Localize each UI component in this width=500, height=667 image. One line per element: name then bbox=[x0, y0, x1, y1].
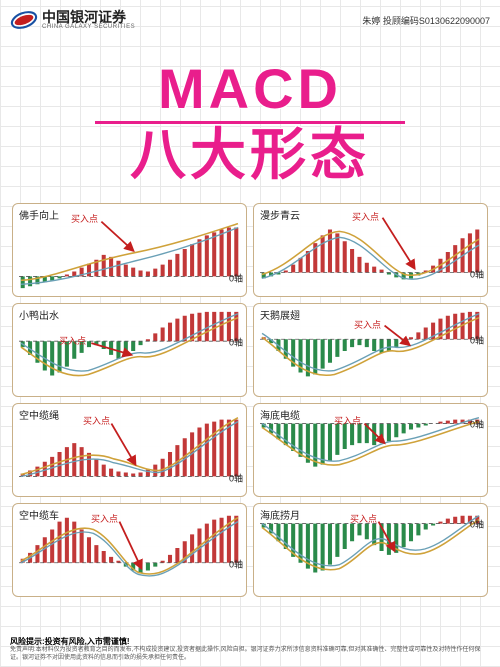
company-logo: 中国银河证券 CHINA GALAXY SECURITIES bbox=[10, 6, 135, 34]
chart-title: 海底捞月 bbox=[260, 507, 300, 522]
chart-panel: 佛手向上 买入点 0轴 bbox=[12, 203, 247, 297]
header: 中国银河证券 CHINA GALAXY SECURITIES 朱婷 投顾编码S0… bbox=[0, 0, 500, 40]
zero-axis-label: 0轴 bbox=[470, 333, 484, 346]
chart-panel: 空中缆绳 买入点 0轴 bbox=[12, 403, 247, 497]
buy-point-label: 买入点 bbox=[71, 212, 98, 225]
chart-title: 天鹅展翅 bbox=[260, 307, 300, 322]
buy-point-label: 买入点 bbox=[352, 210, 379, 223]
chart-grid: 佛手向上 买入点 0轴 漫步青云 买入点 0轴 bbox=[0, 203, 500, 597]
zero-axis-label: 0轴 bbox=[229, 335, 243, 348]
disclaimer-body: 免责声明:本材料仅为投资者教育之目的而发布,不构成投资建议,投资者据此操作,风险… bbox=[10, 647, 490, 663]
title-line-2: 八大形态 bbox=[0, 126, 500, 185]
buy-point-label: 买入点 bbox=[83, 414, 110, 427]
company-name-en: CHINA GALAXY SECURITIES bbox=[42, 24, 135, 30]
buy-point-label: 买入点 bbox=[91, 512, 118, 525]
company-name-cn: 中国银河证券 bbox=[42, 10, 135, 24]
buy-point-label: 买入点 bbox=[354, 318, 381, 331]
chart-panel: 漫步青云 买入点 0轴 bbox=[253, 203, 488, 297]
chart-panel: 天鹅展翅 买入点 0轴 bbox=[253, 303, 488, 397]
galaxy-logo-icon bbox=[10, 6, 38, 34]
zero-axis-label: 0轴 bbox=[470, 417, 484, 430]
chart-title: 空中缆绳 bbox=[19, 407, 59, 422]
zero-axis-label: 0轴 bbox=[470, 267, 484, 280]
buy-point-label: 买入点 bbox=[334, 414, 361, 427]
chart-title: 漫步青云 bbox=[260, 207, 300, 222]
chart-panel: 海底捞月 买入点 0轴 bbox=[253, 503, 488, 597]
chart-title: 空中缆车 bbox=[19, 507, 59, 522]
disclaimer: 风险提示:投资有风险,入市需谨慎! 免责声明:本材料仅为投资者教育之目的而发布,… bbox=[10, 636, 490, 663]
title-line-1: MACD bbox=[0, 60, 500, 119]
buy-point-label: 买入点 bbox=[59, 334, 86, 347]
chart-panel: 小鸭出水 买入点 0轴 bbox=[12, 303, 247, 397]
chart-title: 小鸭出水 bbox=[19, 307, 59, 322]
zero-axis-label: 0轴 bbox=[470, 517, 484, 530]
buy-point-label: 买入点 bbox=[350, 512, 377, 525]
zero-axis-label: 0轴 bbox=[229, 271, 243, 284]
disclaimer-title: 风险提示:投资有风险,入市需谨慎! bbox=[10, 636, 490, 647]
zero-axis-label: 0轴 bbox=[229, 557, 243, 570]
zero-axis-label: 0轴 bbox=[229, 471, 243, 484]
main-title: MACD 八大形态 bbox=[0, 60, 500, 185]
chart-panel: 海底电缆 买入点 0轴 bbox=[253, 403, 488, 497]
advisor-code: 朱婷 投顾编码S0130622090007 bbox=[362, 14, 490, 27]
chart-title: 海底电缆 bbox=[260, 407, 300, 422]
chart-panel: 空中缆车 买入点 0轴 bbox=[12, 503, 247, 597]
chart-title: 佛手向上 bbox=[19, 207, 59, 222]
